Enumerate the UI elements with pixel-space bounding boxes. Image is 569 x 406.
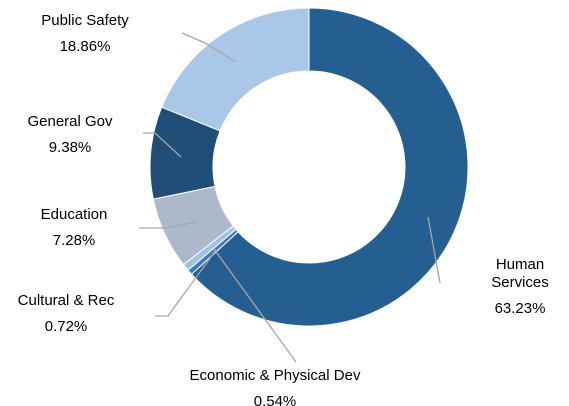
slice-label: Human Services bbox=[491, 256, 549, 291]
slice-value-label: 9.38% bbox=[48, 139, 92, 156]
slice-value-label: 0.54% bbox=[253, 393, 297, 406]
donut-slice bbox=[161, 7, 310, 132]
leader-line bbox=[143, 132, 182, 158]
slice-label: Public Safety bbox=[41, 12, 129, 29]
slice-value-label: 0.72% bbox=[44, 318, 88, 335]
leader-line bbox=[155, 249, 217, 317]
leader-line bbox=[181, 32, 237, 63]
leader-line bbox=[427, 216, 441, 284]
slice-value-label: 18.86% bbox=[59, 38, 111, 55]
slice-label: Economic & Physical Dev bbox=[189, 367, 361, 384]
slice-value-label: 7.28% bbox=[52, 232, 96, 249]
leader-line bbox=[139, 221, 199, 229]
donut-slice bbox=[190, 7, 469, 327]
slice-value-label: 63.23% bbox=[494, 300, 546, 317]
slice-label: Education bbox=[40, 206, 108, 223]
leader-line bbox=[213, 248, 297, 363]
slice-label: Cultural & Rec bbox=[17, 292, 115, 309]
slice-label: General Gov bbox=[27, 113, 113, 130]
